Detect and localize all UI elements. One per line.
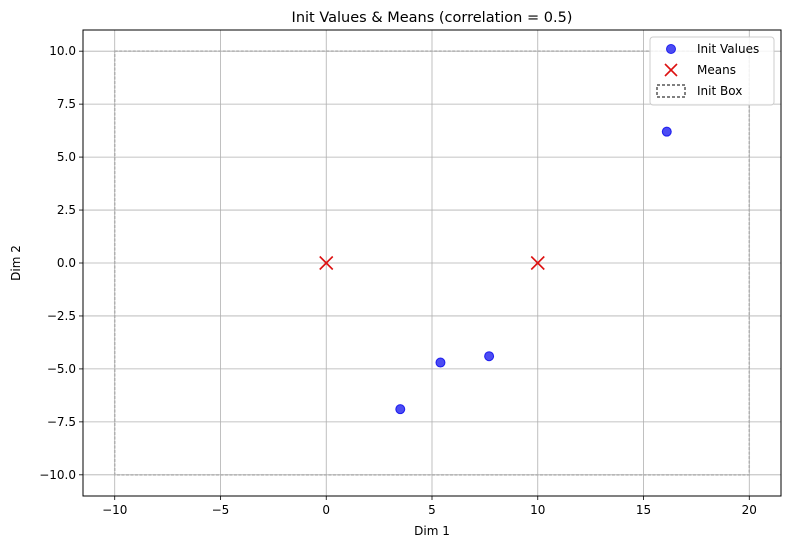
legend-box — [649, 36, 775, 106]
y-tick-label: 5.0 — [57, 150, 76, 164]
y-tick-label: −2.5 — [47, 309, 76, 323]
legend: Init Values Means Init Box — [649, 36, 775, 106]
mean-marker-stroke — [530, 255, 545, 271]
axis-ticks: −10 −5 0 5 10 15 20 −10.0 −7.5 −5.0 −2.5 0.0 2.5 5.0 7… — [39, 44, 757, 517]
y-tick-label: 10.0 — [49, 44, 76, 58]
y-axis-label: Dim 2 — [9, 245, 23, 281]
legend-label: Init Values — [697, 42, 759, 56]
init-box-rect — [113, 50, 751, 476]
x-tick-label: 0 — [322, 503, 330, 517]
legend-label: Init Box — [697, 84, 742, 98]
init-box — [113, 50, 751, 476]
y-tick-label: 7.5 — [57, 97, 76, 111]
y-tick-label: −5.0 — [47, 362, 76, 376]
legend-marker-init-values — [666, 44, 676, 54]
init-value-point — [435, 357, 446, 368]
data-points — [319, 126, 672, 415]
init-value-point — [395, 404, 406, 415]
x-tick-label: −5 — [212, 503, 230, 517]
x-tick-label: 10 — [530, 503, 545, 517]
x-tick-label: 15 — [636, 503, 651, 517]
mean-marker — [319, 255, 334, 271]
mean-marker-stroke — [319, 255, 334, 271]
x-tick-label: −10 — [102, 503, 127, 517]
init-value-point — [661, 126, 672, 137]
legend-label: Means — [697, 63, 736, 77]
chart-title: Init Values & Means (correlation = 0.5) — [292, 10, 573, 26]
y-tick-label: 0.0 — [57, 256, 76, 270]
y-tick-label: 2.5 — [57, 203, 76, 217]
init-value-point — [484, 351, 495, 362]
legend-marker-stroke — [664, 63, 678, 77]
x-tick-label: 5 — [428, 503, 436, 517]
x-tick-label: 20 — [742, 503, 757, 517]
mean-marker — [530, 255, 545, 271]
legend-marker-means — [664, 63, 678, 77]
y-tick-label: −10.0 — [39, 468, 76, 482]
y-tick-label: −7.5 — [47, 415, 76, 429]
x-axis-label: Dim 1 — [414, 524, 450, 538]
